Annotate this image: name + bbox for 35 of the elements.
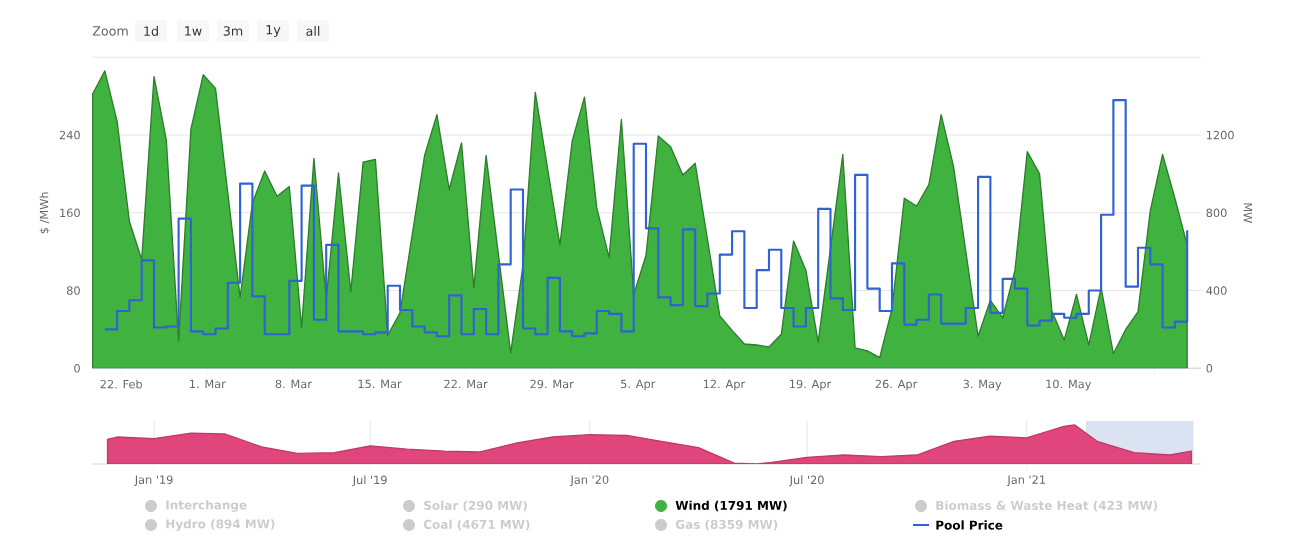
x-tick-label: 12. Apr (703, 379, 746, 391)
y-axis-title: $ /MWh (39, 192, 50, 234)
y2-tick-label: 1200 (1206, 130, 1234, 140)
y-tick-label: 80 (66, 286, 80, 295)
text: Zoom (92, 26, 128, 36)
x-tick-label: 3. May (963, 379, 1002, 391)
x-tick-label: 29. Mar (530, 379, 574, 389)
x-tick-label: Jul '20 (789, 475, 824, 487)
legend-label: Pool Price (936, 520, 1003, 530)
x-tick-label: 22. Mar (444, 379, 488, 389)
x-tick-label: 5. Apr (621, 379, 656, 391)
x-tick-label: Jan '20 (569, 475, 609, 487)
text: 1y (266, 25, 281, 37)
x-tick-label: 10. May (1046, 379, 1092, 391)
x-tick-label: 8. Mar (275, 379, 312, 389)
y2-axis-title: MW (1243, 203, 1252, 223)
text: all (306, 26, 320, 36)
x-tick-label: 1. Mar (190, 379, 226, 389)
text: 1w (185, 26, 202, 36)
text: 3m (223, 26, 243, 36)
x-tick-label: Jan '19 (134, 475, 173, 487)
y2-tick-label: 0 (1206, 364, 1213, 373)
x-tick-label: 22. Feb (100, 379, 143, 389)
x-tick-label: 26. Apr (875, 379, 918, 391)
x-tick-label: Jan '21 (1006, 475, 1045, 487)
text: 1d (144, 26, 158, 36)
legend-label: Wind (1791 MW) (675, 500, 787, 512)
x-tick-label: 19. Apr (790, 379, 832, 391)
y-tick-label: 0 (74, 364, 80, 373)
y2-tick-label: 800 (1206, 208, 1227, 218)
y-tick-label: 240 (59, 130, 80, 140)
y2-tick-label: 400 (1206, 286, 1227, 295)
x-tick-label: 15. Mar (358, 379, 402, 389)
y-tick-label: 160 (60, 208, 80, 218)
x-tick-label: Jul '19 (352, 475, 387, 487)
